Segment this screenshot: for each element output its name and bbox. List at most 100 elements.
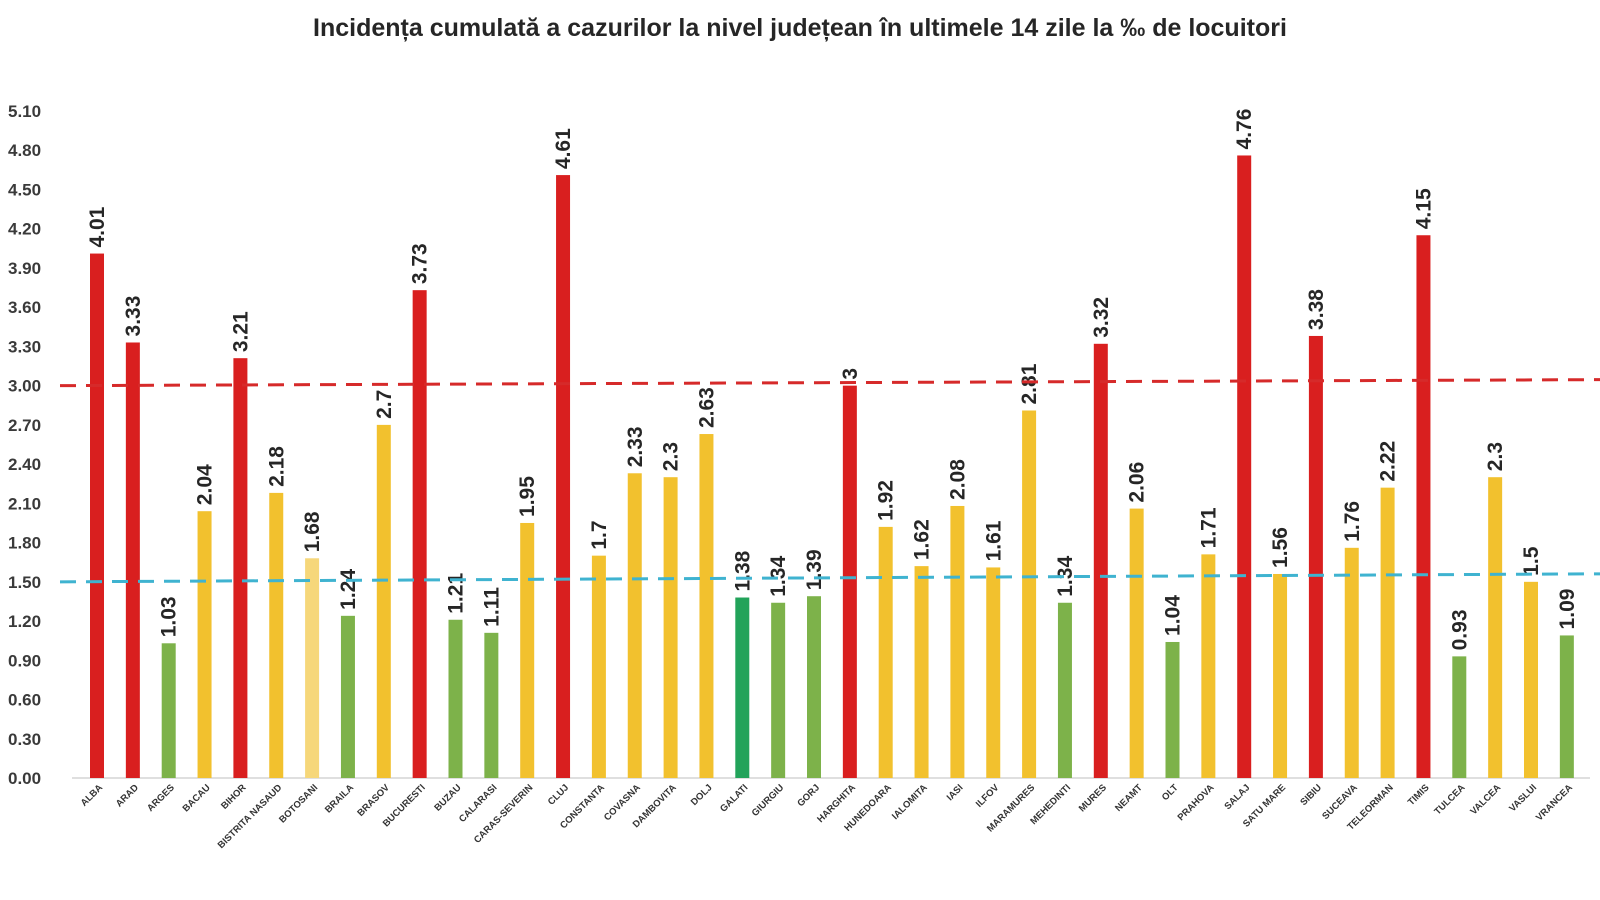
- value-label: 0.93: [1448, 609, 1471, 650]
- value-label: 1.24: [337, 569, 360, 610]
- reference-line-high: [59, 378, 1600, 388]
- bar-teleorman: [1380, 487, 1395, 778]
- bar-bihor: [233, 358, 248, 778]
- y-tick-label: 1.20: [8, 612, 41, 631]
- value-label: 1.95: [516, 476, 539, 517]
- x-tick-label: TIMIS: [1406, 782, 1432, 808]
- value-label: 1.71: [1197, 507, 1220, 548]
- value-label: 4.15: [1412, 188, 1435, 229]
- x-tick-label: CLUJ: [546, 782, 571, 807]
- bar-constanta: [591, 555, 606, 778]
- y-tick-label: 2.70: [8, 416, 41, 435]
- value-label: 1.76: [1341, 501, 1364, 542]
- value-label: 2.06: [1126, 462, 1149, 503]
- y-tick-label: 2.40: [8, 455, 41, 474]
- value-label: 3.38: [1305, 289, 1328, 330]
- value-label: 1.62: [911, 519, 934, 560]
- value-label: 2.04: [194, 464, 217, 505]
- bar-salaj: [1237, 155, 1252, 778]
- value-label: 3.21: [229, 311, 252, 352]
- value-label: 2.81: [1018, 363, 1041, 404]
- value-label: 3.33: [122, 296, 145, 337]
- x-tick-label: MURES: [1077, 782, 1109, 814]
- value-label: 1.61: [982, 520, 1005, 561]
- x-tick-label: NEAMT: [1113, 782, 1145, 814]
- value-label: 1.11: [480, 587, 503, 627]
- value-label: 1.03: [158, 596, 181, 637]
- value-label: 4.61: [552, 128, 575, 169]
- value-label: 1.39: [803, 549, 826, 590]
- bar-vaslui: [1524, 581, 1538, 778]
- value-label: 4.76: [1233, 109, 1256, 150]
- bar-arad: [125, 342, 140, 778]
- y-tick-label: 0.00: [8, 769, 41, 788]
- x-tick-label: BIHOR: [219, 782, 249, 812]
- x-tick-label: BISTRITA NASAUD: [216, 782, 285, 851]
- bar-bistrita-nasaud: [269, 492, 284, 778]
- bar-satu-mare: [1273, 573, 1288, 778]
- bar-bucuresti: [412, 290, 427, 778]
- x-tick-label: GALATI: [718, 782, 750, 814]
- bar-hunedoara: [878, 526, 893, 778]
- x-tick-label: ARAD: [114, 782, 141, 809]
- value-label: 3.73: [409, 243, 432, 284]
- value-label: 2.3: [660, 442, 683, 471]
- bar-harghita: [842, 385, 857, 778]
- bar-olt: [1165, 641, 1180, 778]
- x-tick-label: IASI: [945, 782, 966, 803]
- bar-arges: [161, 643, 176, 778]
- value-label: 2.22: [1377, 441, 1400, 482]
- bar-ilfov: [986, 567, 1001, 778]
- value-label: 1.34: [1054, 556, 1077, 597]
- bar-prahova: [1201, 554, 1216, 778]
- bar-tulcea: [1452, 656, 1467, 778]
- value-label: 3.32: [1090, 297, 1113, 338]
- value-label: 2.08: [946, 459, 969, 500]
- value-label: 1.56: [1269, 527, 1292, 568]
- bar-botosani: [305, 558, 320, 778]
- value-label: 2.18: [265, 446, 288, 487]
- bar-dambovita: [663, 477, 678, 778]
- value-label: 1.7: [588, 520, 611, 549]
- bar-caras-severin: [520, 522, 535, 778]
- bar-iasi: [950, 505, 965, 778]
- bar-buzau: [448, 619, 463, 778]
- bar-braila: [340, 615, 355, 778]
- x-tick-label: DOLJ: [689, 782, 715, 808]
- value-label: 1.34: [767, 556, 790, 597]
- value-label: 1.04: [1162, 595, 1185, 636]
- y-tick-label: 4.20: [8, 220, 41, 239]
- bar-vrancea: [1559, 635, 1574, 778]
- y-tick-label: 4.50: [8, 180, 41, 199]
- x-tick-label: BUZAU: [432, 782, 463, 813]
- bar-cluj: [556, 175, 571, 778]
- y-tick-label: 5.10: [8, 102, 41, 121]
- x-tick-label: SIBIU: [1298, 782, 1324, 808]
- bar-galati: [735, 597, 750, 778]
- y-tick-label: 1.80: [8, 534, 41, 553]
- x-tick-label: ALBA: [79, 782, 106, 809]
- x-tick-label: TULCEA: [1432, 782, 1467, 817]
- x-tick-label: BRASOV: [355, 782, 392, 819]
- bar-mehedinti: [1057, 602, 1072, 778]
- value-label: 1.09: [1556, 589, 1579, 630]
- bar-covasna: [627, 473, 642, 778]
- x-tick-label: BACAU: [181, 782, 213, 814]
- value-label: 4.01: [86, 206, 109, 247]
- x-tick-label: ILFOV: [974, 782, 1002, 810]
- bar-calarasi: [484, 632, 499, 778]
- bar-ialomita: [914, 566, 929, 778]
- x-tick-label: VASLUI: [1507, 782, 1539, 814]
- bar-alba: [90, 253, 104, 778]
- value-label: 1.68: [301, 511, 324, 552]
- value-label: 2.33: [624, 426, 647, 467]
- y-tick-label: 3.90: [8, 259, 41, 278]
- value-label: 1.5: [1520, 546, 1543, 576]
- x-tick-label: VRANCEA: [1534, 782, 1575, 823]
- bar-sibiu: [1308, 335, 1323, 778]
- bar-gorj: [807, 596, 821, 778]
- y-tick-label: 1.50: [8, 573, 41, 592]
- bar-timis: [1416, 235, 1431, 778]
- bar-giurgiu: [771, 602, 786, 778]
